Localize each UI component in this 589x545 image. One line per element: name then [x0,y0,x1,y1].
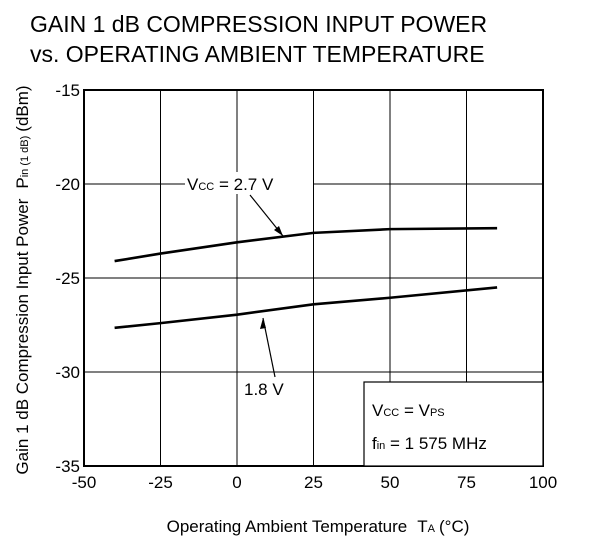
y-label-text: Gain 1 dB Compression Input Power [13,198,32,474]
plot-frame [83,89,544,467]
x-tick-label: -50 [72,473,97,492]
box-eq: = V [399,401,430,420]
y-label-sub: in (1 dB) [19,136,31,178]
series-label: VCC = 2.7 V [187,175,274,194]
x-tick-label: 0 [232,473,241,492]
series-line [114,286,498,330]
arrow-head [260,318,266,329]
x-label-text: Operating Ambient Temperature [167,517,408,536]
y-tick-label: -30 [55,363,80,382]
vcc-symbol: V [187,175,199,194]
box-sub: PS [430,407,445,419]
x-label-sub: A [428,523,436,535]
plot-area: -50 -25 0 25 50 75 100 -35 -30 -25 -20 -15 [55,81,557,492]
y-label-unit: (dBm) [13,85,32,131]
chart-title: GAIN 1 dB COMPRESSION INPUT POWER [30,11,487,37]
series-line [114,226,498,263]
condition-text: VCC = VPS [372,401,445,420]
condition-text: fin = 1 575 MHz [372,434,487,453]
series-label: 1.8 V [244,380,284,399]
x-tick-label: 100 [529,473,557,492]
y-tick-label: -20 [55,175,80,194]
x-axis-label: Operating Ambient Temperature TA (°C) [167,517,470,536]
x-tick-label: 25 [304,473,323,492]
label-bg [238,377,290,399]
y-tick-label: -35 [55,457,80,476]
box-symbol: V [372,401,384,420]
x-label-symbol: T [417,517,427,536]
condition-box [363,381,544,467]
label-bg [185,172,313,194]
chart-title: vs. OPERATING AMBIENT TEMPERATURE [30,41,485,67]
x-tick-label: 75 [457,473,476,492]
vcc-sub: CC [198,181,214,193]
arrow-head [274,226,283,236]
box-symbol: f [372,434,377,453]
y-tick-label: -25 [55,269,80,288]
box-sub: CC [383,407,399,419]
y-label-symbol: P [13,177,32,188]
x-tick-label: 50 [381,473,400,492]
box-sub: in [377,440,386,452]
y-tick-label: -15 [55,81,80,100]
x-tick-label: -25 [148,473,173,492]
series-name: 2.7 V [234,175,274,194]
vcc-eq: = [214,175,233,194]
y-axis-label: Gain 1 dB Compression Input Power Pin (1 … [13,85,32,474]
box-eq: = 1 575 MHz [385,434,487,453]
x-label-unit: (°C) [439,517,469,536]
